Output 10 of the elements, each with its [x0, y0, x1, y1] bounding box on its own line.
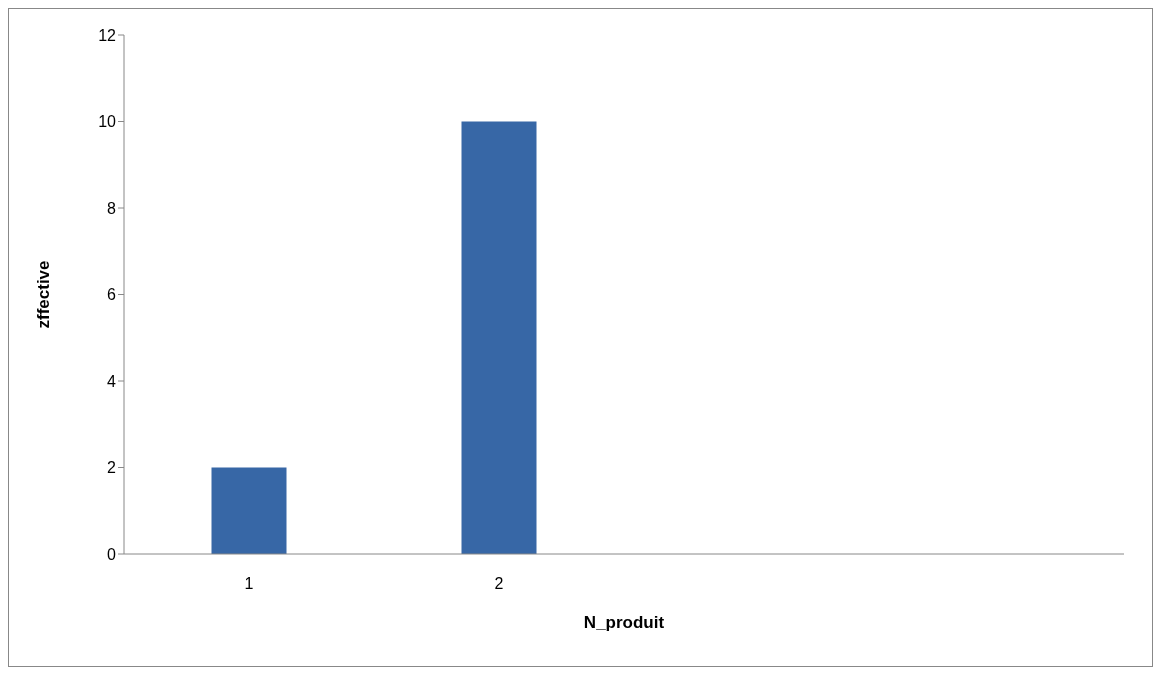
y-axis-title: zffective — [34, 260, 54, 329]
x-axis-title: N_produit — [583, 613, 665, 633]
y-tick-label: 12 — [98, 26, 117, 44]
y-tick-label: 8 — [107, 199, 117, 217]
y-tick-label: 0 — [107, 545, 117, 563]
y-tick-label: 10 — [98, 113, 117, 131]
x-tick-label: 1 — [244, 575, 254, 593]
y-tick-label: 2 — [107, 459, 117, 477]
y-tick-label: 4 — [107, 372, 117, 390]
y-tick-label: 6 — [107, 286, 117, 304]
